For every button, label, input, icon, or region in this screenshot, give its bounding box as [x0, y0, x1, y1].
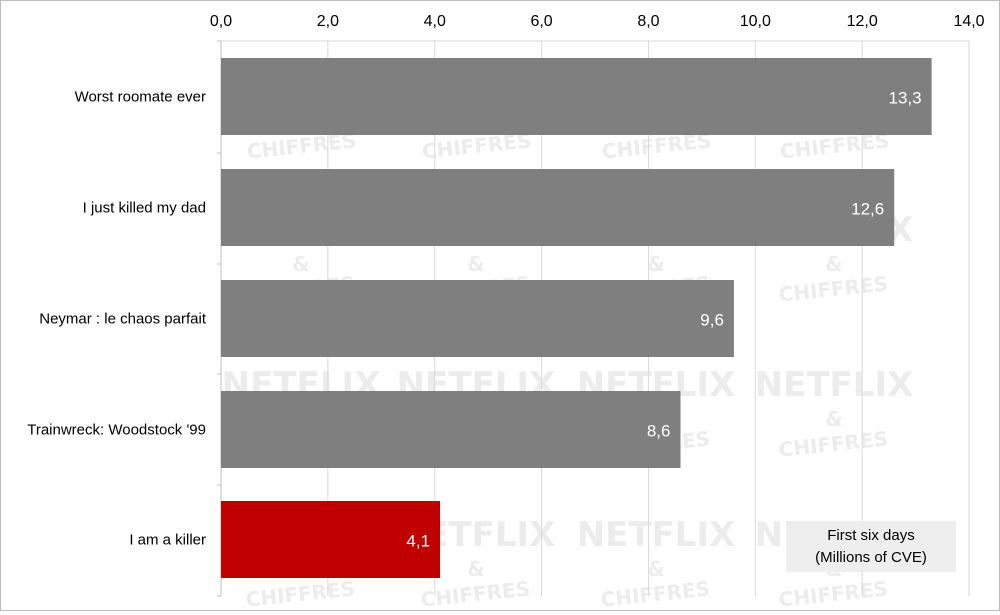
watermark-chiffres-text: CHIFFRES: [777, 271, 889, 306]
x-tick-label: 14,0: [953, 13, 984, 30]
y-axis: [217, 40, 222, 597]
x-tick-label: 6,0: [530, 13, 552, 30]
watermark-ampersand-text: &: [647, 252, 664, 276]
bar: [221, 280, 734, 357]
value-label: 12,6: [851, 200, 884, 219]
value-label: 13,3: [889, 89, 922, 108]
watermark-chiffres-text: CHIFFRES: [419, 576, 531, 610]
watermark-chiffres-text: CHIFFRES: [244, 576, 356, 610]
bar: [221, 169, 895, 246]
x-tick-label: 2,0: [317, 13, 339, 30]
watermark-netflix-text: NETFLIX: [577, 515, 736, 555]
watermark-ampersand-text: &: [292, 252, 309, 276]
x-tick-label: 10,0: [740, 13, 771, 30]
category-label: I just killed my dad: [83, 200, 206, 217]
watermark-chiffres-text: CHIFFRES: [777, 426, 889, 461]
annotation-background: [786, 521, 956, 572]
annotation-line-1: First six days: [827, 527, 915, 544]
value-label: 9,6: [700, 311, 724, 330]
watermark-ampersand-text: &: [467, 252, 484, 276]
bars: [221, 58, 932, 578]
category-label: Neymar : le chaos parfait: [39, 311, 207, 328]
x-tick-label: 4,0: [424, 13, 446, 30]
category-labels: Worst roomate ever I just killed my dad Ne…: [27, 89, 207, 549]
watermark-ampersand-text: &: [825, 252, 842, 276]
value-label: 8,6: [647, 422, 671, 441]
watermark-chiffres-text: CHIFFRES: [777, 576, 889, 610]
value-label: 4,1: [406, 532, 430, 551]
category-label: Worst roomate ever: [75, 89, 206, 106]
value-labels: 13,3 12,6 9,6 8,6 4,1: [406, 89, 921, 551]
x-tick-label: 0,0: [210, 13, 232, 30]
x-axis-ticks: 0,0 2,0 4,0 6,0 8,0 10,0 12,0 14,0: [210, 13, 985, 30]
category-label: Trainwreck: Woodstock '99: [27, 422, 206, 439]
bar: [221, 501, 441, 578]
x-tick-label: 8,0: [637, 13, 659, 30]
annotation-box: First six days (Millions of CVE): [786, 521, 956, 572]
watermark-chiffres-text: CHIFFRES: [599, 576, 711, 610]
bar: [221, 58, 932, 135]
watermark-ampersand-text: &: [825, 407, 842, 431]
watermark-ampersand-text: &: [467, 557, 484, 581]
bar: [221, 391, 681, 468]
watermark-ampersand-text: &: [647, 557, 664, 581]
annotation-line-2: (Millions of CVE): [815, 549, 927, 566]
x-tick-label: 12,0: [847, 13, 878, 30]
category-label: I am a killer: [129, 532, 206, 549]
watermark-netflix-text: NETFLIX: [755, 365, 914, 405]
